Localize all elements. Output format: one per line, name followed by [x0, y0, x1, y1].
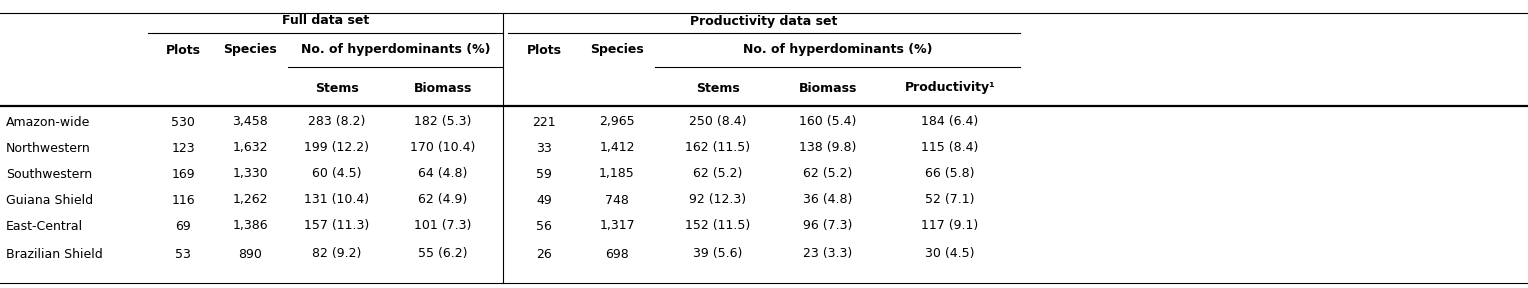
Text: 1,386: 1,386	[232, 219, 267, 232]
Text: Biomass: Biomass	[799, 82, 857, 94]
Text: Species: Species	[590, 43, 643, 56]
Text: 33: 33	[536, 141, 552, 154]
Text: 2,965: 2,965	[599, 115, 634, 128]
Text: 698: 698	[605, 247, 630, 261]
Text: 62 (5.2): 62 (5.2)	[694, 168, 743, 181]
Text: Guiana Shield: Guiana Shield	[6, 194, 93, 206]
Text: 92 (12.3): 92 (12.3)	[689, 194, 747, 206]
Text: 1,317: 1,317	[599, 219, 634, 232]
Text: 283 (8.2): 283 (8.2)	[309, 115, 365, 128]
Text: 36 (4.8): 36 (4.8)	[804, 194, 853, 206]
Text: 116: 116	[171, 194, 194, 206]
Text: 117 (9.1): 117 (9.1)	[921, 219, 978, 232]
Text: Plots: Plots	[527, 43, 561, 56]
Text: No. of hyperdominants (%): No. of hyperdominants (%)	[301, 43, 490, 56]
Text: 62 (4.9): 62 (4.9)	[419, 194, 468, 206]
Text: 26: 26	[536, 247, 552, 261]
Text: 890: 890	[238, 247, 261, 261]
Text: 59: 59	[536, 168, 552, 181]
Text: 1,185: 1,185	[599, 168, 634, 181]
Text: 1,330: 1,330	[232, 168, 267, 181]
Text: 64 (4.8): 64 (4.8)	[419, 168, 468, 181]
Text: 66 (5.8): 66 (5.8)	[926, 168, 975, 181]
Text: 62 (5.2): 62 (5.2)	[804, 168, 853, 181]
Text: No. of hyperdominants (%): No. of hyperdominants (%)	[743, 43, 932, 56]
Text: Productivity data set: Productivity data set	[691, 14, 837, 27]
Text: 157 (11.3): 157 (11.3)	[304, 219, 370, 232]
Text: 69: 69	[176, 219, 191, 232]
Text: 748: 748	[605, 194, 630, 206]
Text: 138 (9.8): 138 (9.8)	[799, 141, 857, 154]
Text: 39 (5.6): 39 (5.6)	[694, 247, 743, 261]
Text: 530: 530	[171, 115, 196, 128]
Text: Biomass: Biomass	[414, 82, 472, 94]
Text: Stems: Stems	[697, 82, 740, 94]
Text: 30 (4.5): 30 (4.5)	[926, 247, 975, 261]
Text: 115 (8.4): 115 (8.4)	[921, 141, 979, 154]
Text: 160 (5.4): 160 (5.4)	[799, 115, 857, 128]
Text: 1,412: 1,412	[599, 141, 634, 154]
Text: 199 (12.2): 199 (12.2)	[304, 141, 370, 154]
Text: 221: 221	[532, 115, 556, 128]
Text: Species: Species	[223, 43, 277, 56]
Text: 250 (8.4): 250 (8.4)	[689, 115, 747, 128]
Text: 169: 169	[171, 168, 194, 181]
Text: Productivity¹: Productivity¹	[905, 82, 995, 94]
Text: Southwestern: Southwestern	[6, 168, 92, 181]
Text: Brazilian Shield: Brazilian Shield	[6, 247, 102, 261]
Text: 184 (6.4): 184 (6.4)	[921, 115, 978, 128]
Text: 55 (6.2): 55 (6.2)	[419, 247, 468, 261]
Text: 162 (11.5): 162 (11.5)	[686, 141, 750, 154]
Text: 182 (5.3): 182 (5.3)	[414, 115, 472, 128]
Text: 1,262: 1,262	[232, 194, 267, 206]
Text: Amazon-wide: Amazon-wide	[6, 115, 90, 128]
Text: 56: 56	[536, 219, 552, 232]
Text: 53: 53	[176, 247, 191, 261]
Text: 1,632: 1,632	[232, 141, 267, 154]
Text: East-Central: East-Central	[6, 219, 83, 232]
Text: Full data set: Full data set	[281, 14, 370, 27]
Text: 60 (4.5): 60 (4.5)	[312, 168, 362, 181]
Text: 52 (7.1): 52 (7.1)	[926, 194, 975, 206]
Text: Plots: Plots	[165, 43, 200, 56]
Text: Stems: Stems	[315, 82, 359, 94]
Text: 23 (3.3): 23 (3.3)	[804, 247, 853, 261]
Text: 96 (7.3): 96 (7.3)	[804, 219, 853, 232]
Text: 3,458: 3,458	[232, 115, 267, 128]
Text: 170 (10.4): 170 (10.4)	[411, 141, 475, 154]
Text: 82 (9.2): 82 (9.2)	[312, 247, 362, 261]
Text: 131 (10.4): 131 (10.4)	[304, 194, 370, 206]
Text: 49: 49	[536, 194, 552, 206]
Text: 101 (7.3): 101 (7.3)	[414, 219, 472, 232]
Text: 123: 123	[171, 141, 194, 154]
Text: Northwestern: Northwestern	[6, 141, 90, 154]
Text: 152 (11.5): 152 (11.5)	[686, 219, 750, 232]
